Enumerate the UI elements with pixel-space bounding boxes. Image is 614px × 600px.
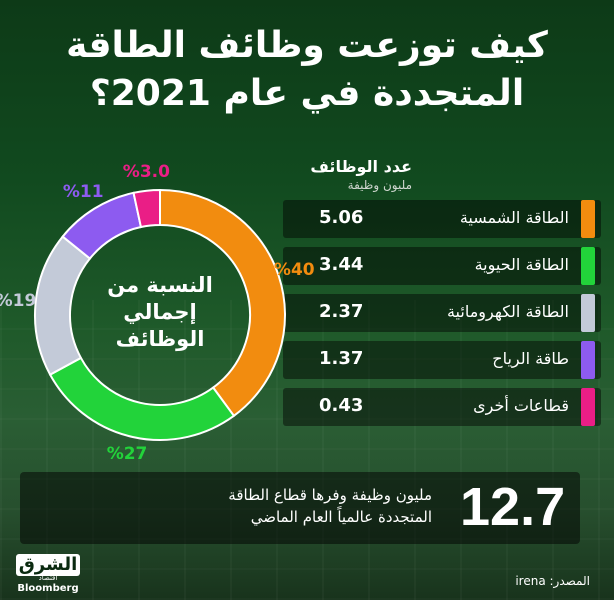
legend-swatch xyxy=(581,200,595,238)
logo-sub: اقتصاد xyxy=(38,574,58,582)
legend-swatch xyxy=(581,388,595,426)
legend-value: 3.44 xyxy=(319,254,364,275)
summary-text-line-2: المتجددة عالمياً العام الماضي xyxy=(250,508,432,526)
legend-swatch xyxy=(581,247,595,285)
column-header-title: عدد الوظائف xyxy=(310,157,412,176)
legend-label: الطاقة الشمسية xyxy=(459,208,569,227)
brand-logo: الشرق اقتصاد Bloomberg xyxy=(8,554,88,596)
legend-value: 2.37 xyxy=(319,301,364,322)
logo-english: Bloomberg xyxy=(17,583,79,594)
donut-center-line-3: الوظائف xyxy=(115,327,205,351)
legend-label: الطاقة الحيوية xyxy=(474,255,569,274)
summary-text: مليون وظيفة وفرها قطاع الطاقة المتجددة ع… xyxy=(102,484,432,528)
page-title: كيف توزعت وظائف الطاقة المتجددة في عام 2… xyxy=(0,22,614,118)
column-header: عدد الوظائف مليون وظيفة xyxy=(292,157,412,192)
title-line-1: كيف توزعت وظائف الطاقة xyxy=(66,25,548,66)
legend-label: قطاعات أخرى xyxy=(473,396,569,415)
legend-row: الطاقة الكهرومائية 2.37 xyxy=(283,294,601,332)
summary-total: 12.7 xyxy=(460,477,566,537)
title-line-2: المتجددة في عام 2021؟ xyxy=(89,73,525,114)
percent-label: %11 xyxy=(62,182,104,203)
percent-label: %19 xyxy=(0,291,37,312)
percent-label: %40 xyxy=(273,259,315,280)
donut-center-line-1: النسبة من xyxy=(107,273,213,297)
logo-arabic: الشرق xyxy=(16,554,80,576)
legend-label: الطاقة الكهرومائية xyxy=(446,302,569,321)
legend-swatch xyxy=(581,294,595,332)
legend-row: قطاعات أخرى 0.43 xyxy=(283,388,601,426)
background-solar-panels xyxy=(0,300,614,600)
column-header-unit: مليون وظيفة xyxy=(347,178,412,192)
donut-center-line-2: إجمالي xyxy=(123,300,197,324)
summary-box: 12.7 مليون وظيفة وفرها قطاع الطاقة المتج… xyxy=(20,472,580,544)
donut-slice xyxy=(159,188,286,418)
legend-table: الطاقة الشمسية 5.06 الطاقة الحيوية 3.44 الطا… xyxy=(283,200,601,435)
donut-slice xyxy=(48,356,236,441)
legend-value: 1.37 xyxy=(319,348,364,369)
legend-value: 0.43 xyxy=(319,395,364,416)
legend-value: 5.06 xyxy=(319,207,364,228)
donut-slice xyxy=(132,188,161,229)
legend-row: طاقة الرياح 1.37 xyxy=(283,341,601,379)
percent-label: %3.0 xyxy=(122,161,170,182)
legend-swatch xyxy=(581,341,595,379)
donut-chart xyxy=(34,188,286,441)
percent-label: %27 xyxy=(106,443,148,464)
legend-row: الطاقة الشمسية 5.06 xyxy=(283,200,601,238)
legend-row: الطاقة الحيوية 3.44 xyxy=(283,247,601,285)
source-note: المصدر: irena xyxy=(515,574,590,588)
donut-center-label: النسبة من إجمالي الوظائف xyxy=(80,272,240,353)
legend-label: طاقة الرياح xyxy=(492,349,569,368)
summary-text-line-1: مليون وظيفة وفرها قطاع الطاقة xyxy=(228,486,432,504)
